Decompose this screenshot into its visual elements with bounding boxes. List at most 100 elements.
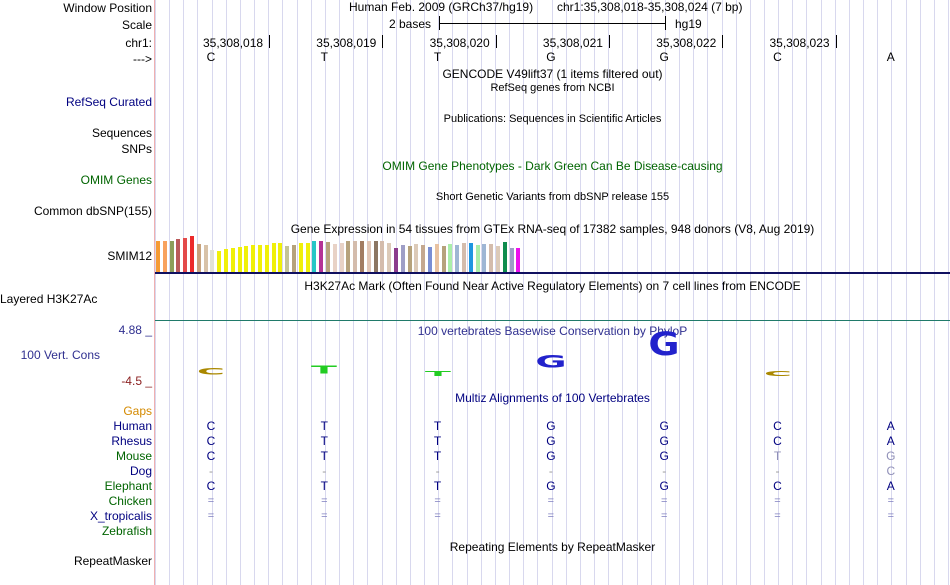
gtex-tissue-bar[interactable]	[346, 241, 351, 272]
reference-base: T	[320, 50, 328, 64]
gridline	[424, 0, 425, 585]
track-label-snps[interactable]: SNPs	[121, 142, 152, 156]
gtex-tissue-bar[interactable]	[271, 243, 276, 272]
gtex-tissue-bar[interactable]	[373, 241, 378, 272]
gtex-tissue-bar[interactable]	[183, 238, 188, 272]
gtex-tissue-bar[interactable]	[169, 241, 174, 272]
gtex-tissue-bar[interactable]	[434, 244, 439, 272]
window-position-value: chr1:35,308,018-35,308,024 (7 bp)	[557, 0, 743, 14]
species-base: C	[773, 479, 782, 493]
gtex-tissue-bar[interactable]	[421, 245, 426, 272]
species-label[interactable]: X_tropicalis	[89, 509, 152, 523]
gtex-tissue-bar[interactable]	[264, 245, 269, 272]
gridline	[906, 0, 907, 585]
gtex-tissue-bar[interactable]	[285, 246, 290, 272]
species-label[interactable]: Rhesus	[111, 434, 152, 448]
gtex-tissue-bar[interactable]	[360, 241, 364, 272]
ruler-tick	[722, 35, 724, 48]
gtex-tissue-bar[interactable]	[162, 241, 167, 272]
gtex-tissue-bar[interactable]	[258, 245, 262, 272]
species-label[interactable]: Mouse	[115, 449, 152, 463]
species-base: T	[433, 479, 442, 493]
gtex-tissue-bar[interactable]	[251, 245, 256, 272]
track-label-gtex-gene[interactable]: SMIM12	[107, 249, 152, 263]
gtex-tissue-bar[interactable]	[407, 246, 412, 272]
gtex-tissue-bar[interactable]	[312, 241, 317, 272]
gtex-tissue-bar[interactable]	[190, 236, 194, 272]
track-title-refseq: RefSeq genes from NCBI	[490, 82, 615, 94]
gtex-tissue-bar[interactable]	[468, 243, 473, 272]
gtex-tissue-bar[interactable]	[326, 242, 330, 272]
gtex-tissue-bar[interactable]	[387, 243, 392, 272]
species-label[interactable]: Chicken	[108, 494, 152, 508]
species-base: -	[775, 464, 780, 478]
gtex-tissue-bar[interactable]	[502, 242, 507, 272]
gtex-tissue-bar[interactable]	[496, 246, 500, 272]
gtex-tissue-bar[interactable]	[516, 248, 521, 272]
track-label-refseq[interactable]: RefSeq Curated	[65, 95, 152, 109]
species-base: =	[774, 495, 781, 507]
species-base: C	[206, 419, 216, 433]
gtex-tissue-bar[interactable]	[332, 244, 337, 272]
assembly-title: Human Feb. 2009 (GRCh37/hg19)	[349, 0, 534, 14]
gtex-tissue-bar[interactable]	[156, 241, 160, 272]
species-label[interactable]: Dog	[129, 464, 152, 478]
ruler-tick	[382, 35, 384, 48]
track-label-h3k27ac[interactable]: Layered H3K27Ac	[0, 292, 98, 306]
gtex-tissue-bar[interactable]	[462, 243, 466, 272]
species-base: =	[207, 510, 215, 522]
species-label[interactable]: Human	[113, 419, 152, 433]
gtex-tissue-bar[interactable]	[176, 239, 181, 272]
gridline	[849, 0, 850, 585]
species-base: G	[546, 479, 556, 493]
gtex-tissue-bar[interactable]	[210, 250, 215, 272]
gtex-tissue-bar[interactable]	[237, 247, 242, 272]
track-label-sequences[interactable]: Sequences	[91, 126, 152, 140]
gtex-tissue-bar[interactable]	[196, 244, 201, 272]
gtex-tissue-bar[interactable]	[455, 245, 460, 272]
gtex-tissue-bar[interactable]	[319, 241, 324, 272]
gtex-tissue-bar[interactable]	[366, 241, 371, 272]
species-base: G	[886, 449, 896, 463]
track-label-repeatmasker[interactable]: RepeatMasker	[73, 554, 152, 568]
gtex-tissue-bar[interactable]	[448, 244, 453, 272]
gtex-tissue-bar[interactable]	[394, 248, 398, 272]
gtex-tissue-bar[interactable]	[353, 241, 358, 272]
track-label-omim[interactable]: OMIM Genes	[80, 173, 152, 187]
gridline	[396, 0, 397, 585]
gtex-tissue-bar[interactable]	[224, 249, 228, 272]
gtex-tissue-bar[interactable]	[298, 243, 303, 272]
gridline	[594, 0, 595, 585]
gtex-tissue-bar[interactable]	[230, 248, 235, 272]
gtex-tissue-bar[interactable]	[428, 247, 432, 272]
ruler-position: 35,308,020	[429, 36, 490, 50]
gtex-tissue-bar[interactable]	[380, 241, 385, 272]
gtex-tissue-bar[interactable]	[414, 244, 419, 272]
gtex-tissue-bar[interactable]	[217, 251, 222, 272]
gtex-tissue-bar[interactable]	[489, 244, 494, 272]
gtex-tissue-bar[interactable]	[482, 244, 487, 272]
reference-base: A	[886, 50, 895, 64]
gtex-tissue-bar[interactable]	[203, 245, 208, 272]
gridline	[311, 0, 312, 585]
track-label-gaps[interactable]: Gaps	[123, 404, 152, 418]
gtex-tissue-bar[interactable]	[244, 246, 249, 272]
track-title-phylop: 100 vertebrates Basewise Conservation by…	[417, 324, 688, 338]
gridline	[183, 0, 184, 585]
track-label-cons[interactable]: 100 Vert. Cons	[20, 348, 100, 362]
species-label[interactable]: Zebrafish	[101, 524, 152, 538]
gridline	[835, 0, 836, 585]
gtex-tissue-bar[interactable]	[339, 243, 344, 272]
gtex-tissue-bar[interactable]	[509, 248, 514, 272]
species-label[interactable]: Elephant	[104, 479, 152, 493]
gtex-tissue-bar[interactable]	[305, 243, 310, 272]
gtex-bar-chart[interactable]	[155, 232, 555, 272]
gtex-tissue-bar[interactable]	[441, 246, 446, 272]
gtex-tissue-bar[interactable]	[400, 245, 405, 272]
gridline	[438, 0, 439, 585]
phylop-logo[interactable]: C T T G G C	[155, 327, 950, 378]
gtex-tissue-bar[interactable]	[475, 245, 480, 272]
gtex-tissue-bar[interactable]	[278, 243, 283, 272]
track-label-dbsnp[interactable]: Common dbSNP(155)	[33, 204, 152, 218]
gtex-tissue-bar[interactable]	[292, 245, 296, 272]
